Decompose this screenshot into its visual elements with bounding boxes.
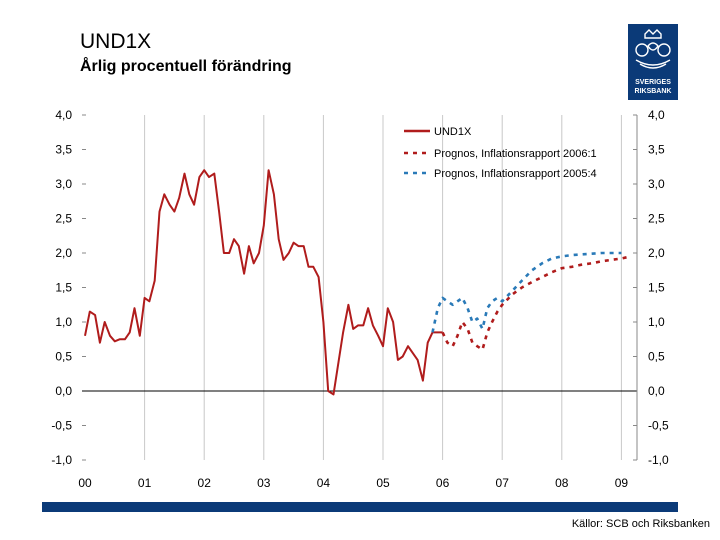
logo-line1: SVERIGES <box>635 79 671 86</box>
legend-label: Prognos, Inflationsrapport 2005:4 <box>434 168 597 180</box>
logo-line2: RIKSBANK <box>635 88 672 95</box>
y-tick-label-right: -0,5 <box>648 419 669 433</box>
y-tick-label-right: 0,5 <box>648 350 665 364</box>
y-tick-label-left: -1,0 <box>51 453 72 467</box>
x-tick-label: 02 <box>198 476 212 490</box>
series-line-2 <box>441 255 628 351</box>
y-tick-label-right: 3,5 <box>648 143 665 157</box>
y-tick-label-left: 0,5 <box>55 350 72 364</box>
chart-title: UND1X <box>80 30 152 53</box>
y-tick-label-right: 1,0 <box>648 315 665 329</box>
x-tick-label: 04 <box>317 476 331 490</box>
y-tick-label-right: 1,5 <box>648 281 665 295</box>
y-tick-label-left: 2,0 <box>55 246 72 260</box>
y-tick-label-left: -0,5 <box>51 419 72 433</box>
series-line-1 <box>84 169 443 396</box>
x-tick-label: 08 <box>555 476 569 490</box>
y-tick-label-left: 4,0 <box>55 108 72 122</box>
x-tick-label: 03 <box>257 476 271 490</box>
y-tick-label-right: 3,0 <box>648 177 665 191</box>
y-tick-label-left: 2,5 <box>55 212 72 226</box>
y-tick-label-left: 1,5 <box>55 281 72 295</box>
x-tick-label: 09 <box>615 476 629 490</box>
x-tick-label: 01 <box>138 476 152 490</box>
y-tick-label-left: 3,5 <box>55 143 72 157</box>
y-tick-label-left: 0,0 <box>55 384 72 398</box>
y-tick-label-right: 2,5 <box>648 212 665 226</box>
x-tick-label: 06 <box>436 476 450 490</box>
footer-bar <box>42 502 678 512</box>
series-line-3 <box>431 251 622 333</box>
source-note: Källor: SCB och Riksbanken <box>571 518 710 530</box>
x-tick-label: 00 <box>78 476 92 490</box>
legend-label: UND1X <box>434 126 472 138</box>
x-tick-label: 07 <box>496 476 510 490</box>
y-tick-label-left: 1,0 <box>55 315 72 329</box>
y-tick-label-right: 0,0 <box>648 384 665 398</box>
y-tick-label-left: 3,0 <box>55 177 72 191</box>
y-tick-label-right: 2,0 <box>648 246 665 260</box>
riksbank-logo: SVERIGES RIKSBANK <box>628 24 678 100</box>
riksbank-crest-icon: SVERIGES RIKSBANK <box>628 24 678 100</box>
x-tick-label: 05 <box>376 476 390 490</box>
chart-subtitle: Årlig procentuell förändring <box>80 58 292 75</box>
y-tick-label-right: -1,0 <box>648 453 669 467</box>
y-tick-label-right: 4,0 <box>648 108 665 122</box>
legend-label: Prognos, Inflationsrapport 2006:1 <box>434 148 597 160</box>
